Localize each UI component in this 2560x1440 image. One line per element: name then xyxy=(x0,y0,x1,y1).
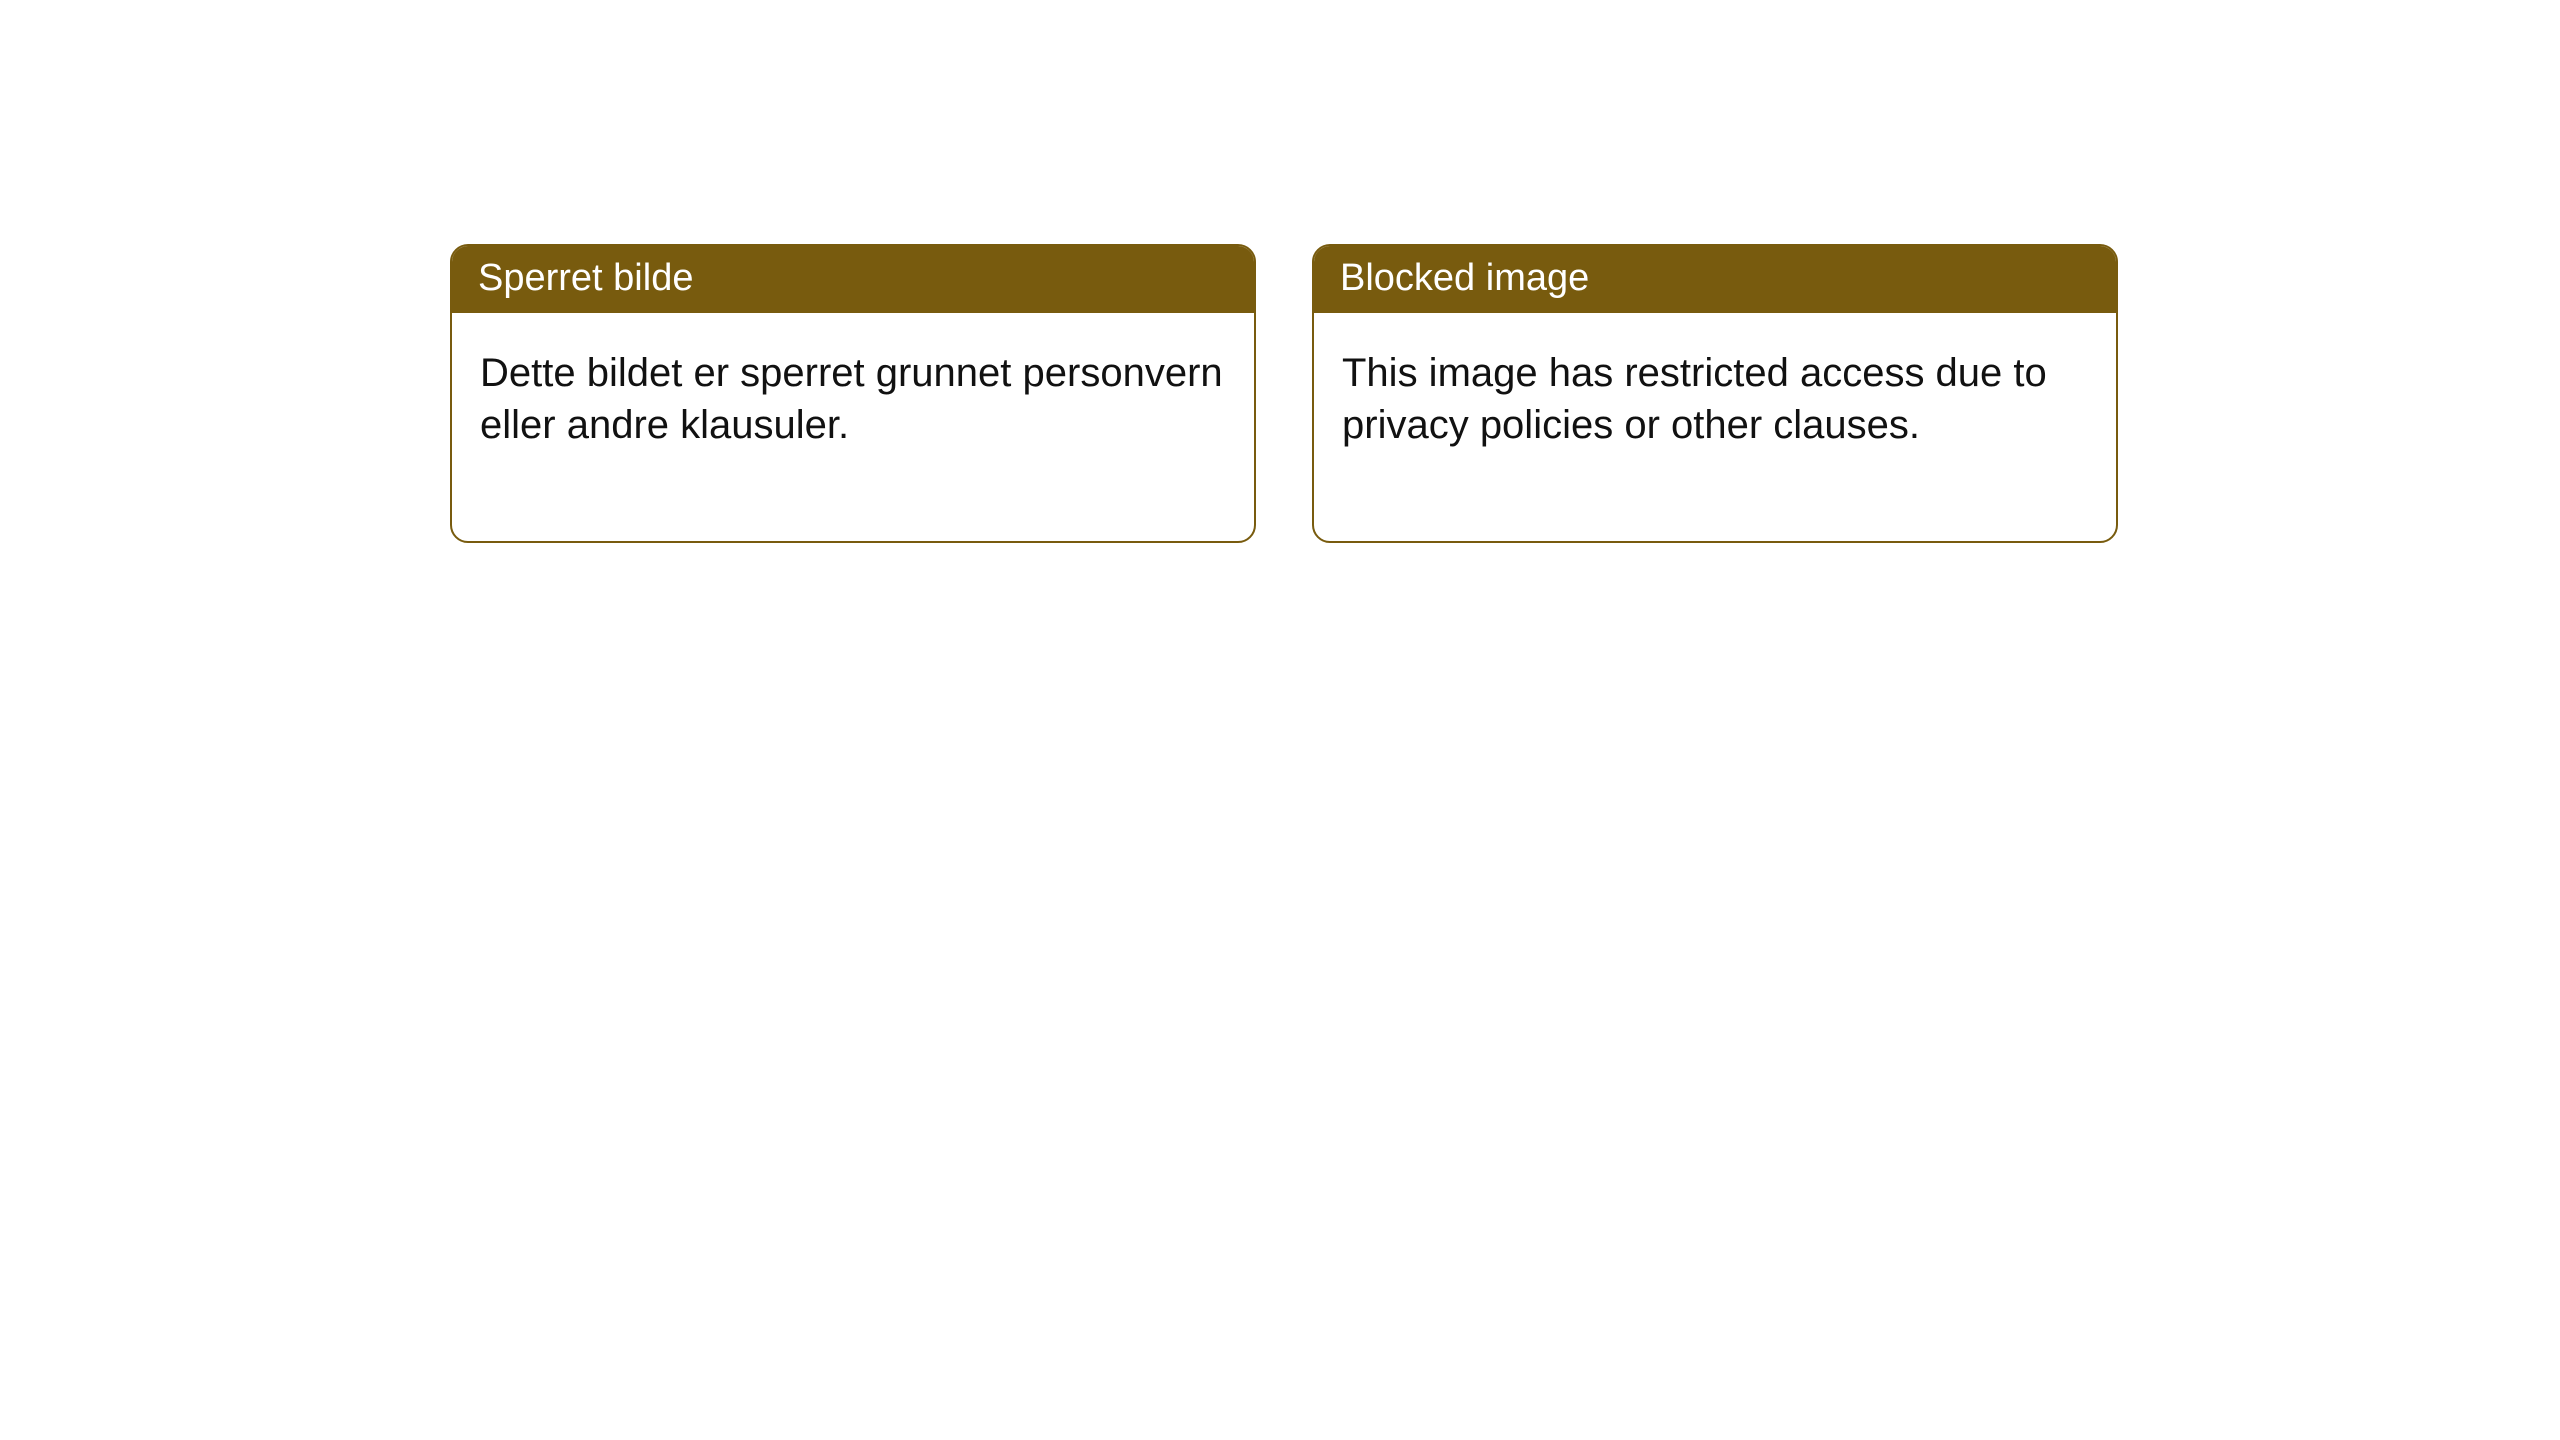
notice-body: Dette bildet er sperret grunnet personve… xyxy=(452,313,1254,541)
notice-card-english: Blocked image This image has restricted … xyxy=(1312,244,2118,543)
notice-container: Sperret bilde Dette bildet er sperret gr… xyxy=(0,0,2560,543)
notice-body: This image has restricted access due to … xyxy=(1314,313,2116,541)
notice-title: Blocked image xyxy=(1314,246,2116,313)
notice-title: Sperret bilde xyxy=(452,246,1254,313)
notice-card-norwegian: Sperret bilde Dette bildet er sperret gr… xyxy=(450,244,1256,543)
